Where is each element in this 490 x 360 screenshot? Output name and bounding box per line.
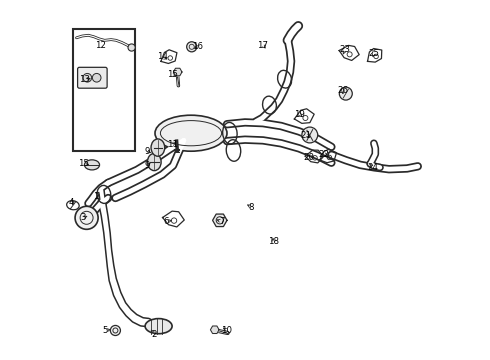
Text: 10: 10	[221, 326, 232, 335]
Circle shape	[128, 44, 135, 51]
Circle shape	[187, 42, 197, 52]
Text: 19: 19	[294, 110, 305, 119]
Ellipse shape	[147, 153, 161, 171]
Ellipse shape	[151, 139, 165, 156]
Polygon shape	[213, 214, 227, 226]
Text: 15: 15	[78, 159, 89, 168]
Text: 21: 21	[301, 130, 312, 139]
Circle shape	[83, 73, 92, 82]
Text: 18: 18	[268, 238, 279, 246]
Circle shape	[302, 127, 318, 143]
Circle shape	[75, 206, 98, 229]
Text: 6: 6	[164, 217, 169, 226]
Text: 14: 14	[157, 52, 168, 61]
Text: 5: 5	[102, 326, 108, 335]
Text: 17: 17	[257, 40, 268, 49]
Polygon shape	[210, 326, 219, 333]
Text: 23: 23	[340, 45, 350, 54]
Text: 22: 22	[318, 150, 330, 158]
Ellipse shape	[84, 160, 99, 170]
Polygon shape	[173, 68, 182, 76]
Text: 8: 8	[249, 202, 254, 211]
Text: 4: 4	[69, 198, 74, 207]
Text: 3: 3	[80, 213, 86, 222]
Text: 2: 2	[151, 330, 157, 338]
Text: 16: 16	[192, 42, 203, 51]
Text: 26: 26	[338, 86, 348, 95]
FancyBboxPatch shape	[77, 67, 107, 88]
Bar	[73, 29, 135, 151]
Text: 12: 12	[95, 40, 106, 49]
Text: 15: 15	[167, 71, 178, 79]
Text: 11: 11	[167, 140, 178, 149]
Circle shape	[339, 87, 352, 100]
Text: 9: 9	[145, 161, 150, 170]
Text: 1: 1	[93, 192, 98, 201]
Text: 25: 25	[368, 49, 379, 58]
Text: 7: 7	[219, 217, 224, 226]
Text: 9: 9	[145, 147, 150, 156]
Circle shape	[110, 325, 121, 336]
Ellipse shape	[145, 319, 172, 334]
Text: 24: 24	[368, 163, 378, 172]
Text: 20: 20	[304, 153, 315, 162]
Text: 13: 13	[79, 75, 90, 84]
Circle shape	[92, 73, 101, 82]
Ellipse shape	[155, 115, 227, 151]
